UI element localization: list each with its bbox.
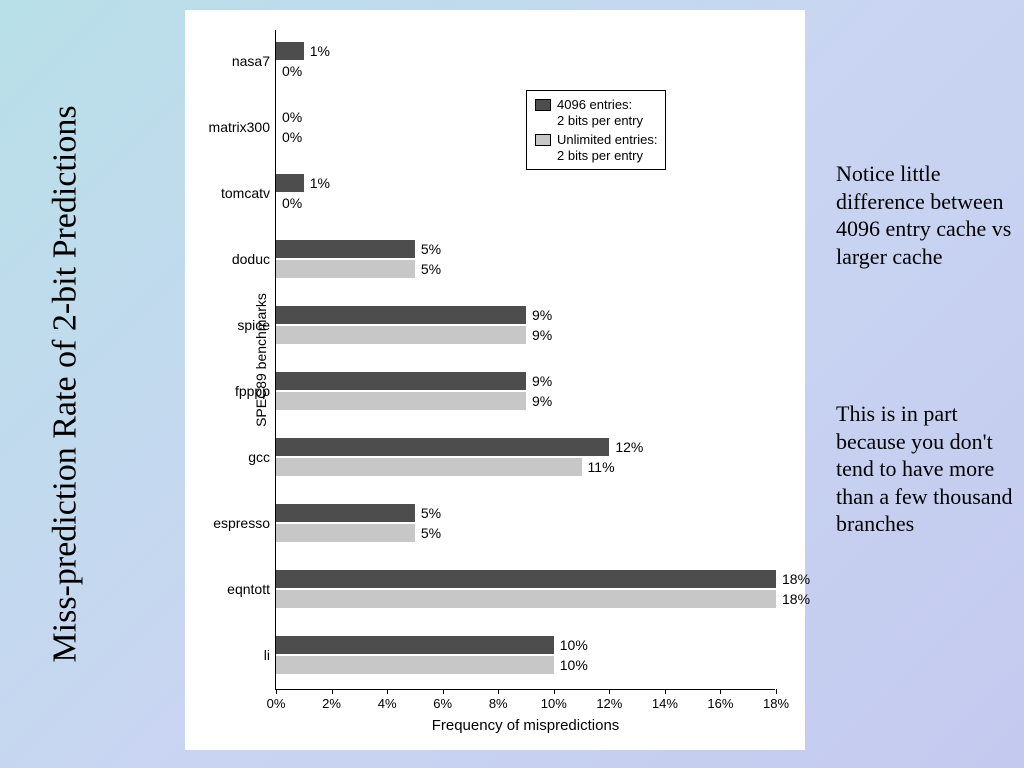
bar	[276, 458, 582, 476]
bar	[276, 42, 304, 60]
plot-area: SPEC89 benchmarks Frequency of mispredic…	[275, 30, 775, 690]
bar-value-label: 9%	[532, 372, 552, 390]
bar-value-label: 5%	[421, 504, 441, 522]
bar	[276, 326, 526, 344]
bar-value-label: 5%	[421, 524, 441, 542]
category-label: nasa7	[232, 53, 276, 69]
legend: 4096 entries:2 bits per entry Unlimited e…	[526, 90, 666, 170]
category-label: eqntott	[227, 581, 276, 597]
x-tick-label: 8%	[489, 689, 508, 711]
bar-value-label: 9%	[532, 392, 552, 410]
bar-value-label: 0%	[282, 194, 302, 212]
x-tick-label: 4%	[378, 689, 397, 711]
legend-label: 4096 entries:2 bits per entry	[557, 97, 643, 128]
bar-value-label: 1%	[310, 42, 330, 60]
bar	[276, 590, 776, 608]
bar	[276, 570, 776, 588]
bar	[276, 504, 415, 522]
x-tick-label: 10%	[541, 689, 567, 711]
bar-value-label: 0%	[282, 62, 302, 80]
bar-value-label: 9%	[532, 326, 552, 344]
legend-swatch	[535, 134, 551, 146]
x-tick-label: 6%	[433, 689, 452, 711]
annotation-2: This is in part because you don't tend t…	[836, 400, 1014, 538]
bar	[276, 372, 526, 390]
bar-value-label: 9%	[532, 306, 552, 324]
legend-swatch	[535, 99, 551, 111]
legend-row: 4096 entries:2 bits per entry	[535, 97, 657, 128]
category-label: gcc	[248, 449, 276, 465]
x-tick-label: 0%	[267, 689, 286, 711]
bar-value-label: 0%	[282, 108, 302, 126]
chart-container: SPEC89 benchmarks Frequency of mispredic…	[185, 10, 805, 750]
y-axis-label: SPEC89 benchmarks	[253, 293, 269, 427]
bar	[276, 392, 526, 410]
legend-row: Unlimited entries:2 bits per entry	[535, 132, 657, 163]
bar-value-label: 1%	[310, 174, 330, 192]
bar-value-label: 0%	[282, 128, 302, 146]
category-label: matrix300	[209, 119, 276, 135]
bar	[276, 174, 304, 192]
x-axis-label: Frequency of mispredictions	[432, 689, 620, 734]
x-tick-label: 2%	[322, 689, 341, 711]
bar-value-label: 18%	[782, 590, 810, 608]
x-tick-label: 18%	[763, 689, 789, 711]
bar	[276, 438, 609, 456]
legend-label: Unlimited entries:2 bits per entry	[557, 132, 657, 163]
bar-value-label: 5%	[421, 260, 441, 278]
category-label: spice	[237, 317, 276, 333]
bar	[276, 636, 554, 654]
bar	[276, 260, 415, 278]
annotation-1: Notice little difference between 4096 en…	[836, 160, 1014, 270]
category-label: li	[264, 647, 276, 663]
bar-value-label: 18%	[782, 570, 810, 588]
bar-value-label: 5%	[421, 240, 441, 258]
bar-value-label: 11%	[588, 458, 615, 476]
bar	[276, 524, 415, 542]
category-label: tomcatv	[221, 185, 276, 201]
bar	[276, 306, 526, 324]
bar-value-label: 12%	[615, 438, 643, 456]
bar-value-label: 10%	[560, 656, 588, 674]
x-tick-label: 12%	[596, 689, 622, 711]
category-label: fpppp	[235, 383, 276, 399]
x-tick-label: 16%	[707, 689, 733, 711]
slide-title: Miss-prediction Rate of 2-bit Prediction…	[45, 84, 84, 684]
bar-value-label: 10%	[560, 636, 588, 654]
category-label: doduc	[232, 251, 276, 267]
bar	[276, 240, 415, 258]
x-tick-label: 14%	[652, 689, 678, 711]
category-label: espresso	[213, 515, 276, 531]
bar	[276, 656, 554, 674]
